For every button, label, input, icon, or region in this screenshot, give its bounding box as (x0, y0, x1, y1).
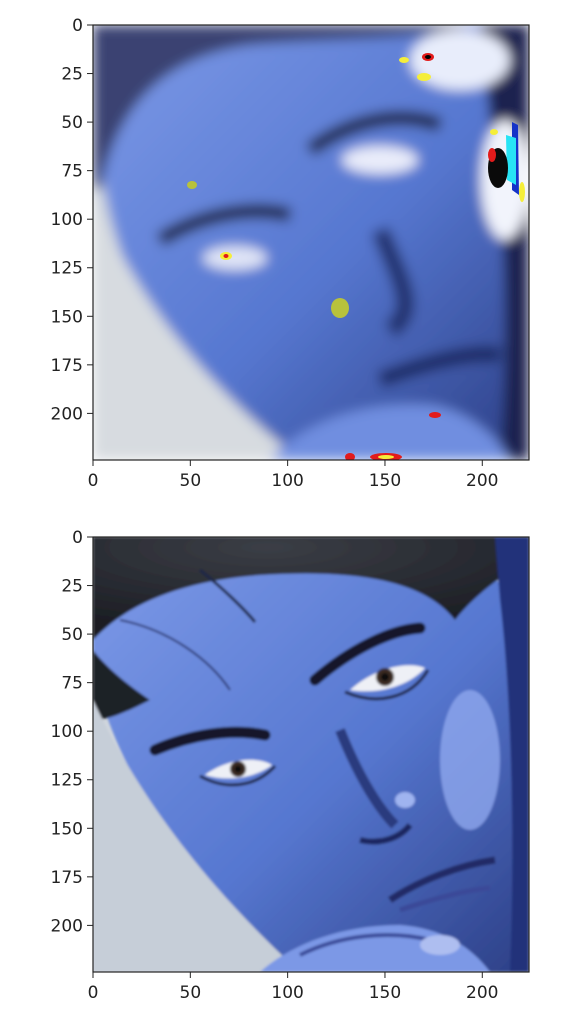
bottom-xtick-label: 100 (271, 983, 303, 1003)
bottom-x-axis: 0 50 100 150 200 (88, 972, 499, 1003)
top-ytick-label: 25 (61, 65, 83, 85)
bottom-ytick-label: 175 (51, 868, 83, 888)
top-ytick-label: 100 (51, 210, 83, 230)
top-ytick-label: 0 (72, 16, 83, 36)
top-ytick-label: 150 (51, 307, 83, 327)
bottom-ytick-label: 25 (61, 577, 83, 597)
bottom-xtick-label: 200 (466, 983, 498, 1003)
bottom-axes-frame (92, 536, 530, 973)
bottom-xtick-label: 150 (369, 983, 401, 1003)
top-xtick-label: 100 (271, 471, 303, 491)
top-x-axis: 0 50 100 150 200 (88, 460, 499, 491)
top-axes-frame (92, 24, 530, 461)
top-ytick-label: 50 (61, 113, 83, 133)
top-ytick-label: 175 (51, 356, 83, 376)
bottom-ytick-label: 150 (51, 819, 83, 839)
bottom-image (93, 537, 529, 972)
bottom-ytick-label: 200 (51, 916, 83, 936)
top-xtick-label: 150 (369, 471, 401, 491)
bottom-ytick-label: 125 (51, 771, 83, 791)
saliency-hotspots (187, 53, 525, 460)
top-ytick-label: 75 (61, 162, 83, 182)
bottom-xtick-label: 0 (88, 983, 99, 1003)
bottom-y-axis: 0 25 50 75 100 125 150 175 200 (51, 528, 93, 936)
top-y-axis: 0 25 50 75 100 125 150 175 200 (51, 16, 93, 424)
bottom-ytick-label: 75 (61, 674, 83, 694)
bottom-ytick-label: 100 (51, 722, 83, 742)
top-ytick-label: 125 (51, 259, 83, 279)
bottom-xtick-label: 50 (180, 983, 202, 1003)
bottom-panel: 0 25 50 75 100 125 150 175 200 0 50 100 150 200 (51, 528, 530, 1003)
top-panel: 0 25 50 75 100 125 150 175 200 0 50 100 150 200 (51, 16, 530, 491)
top-image (93, 25, 529, 460)
top-ytick-label: 200 (51, 404, 83, 424)
top-xtick-label: 0 (88, 471, 99, 491)
top-xtick-label: 50 (180, 471, 202, 491)
top-xtick-label: 200 (466, 471, 498, 491)
bottom-ytick-label: 50 (61, 625, 83, 645)
bottom-ytick-label: 0 (72, 528, 83, 548)
